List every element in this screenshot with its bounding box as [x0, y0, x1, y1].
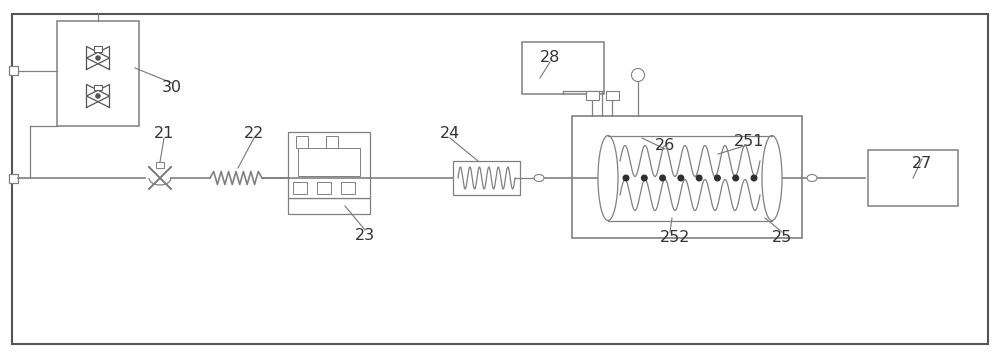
Text: 252: 252 — [660, 230, 690, 246]
Text: 28: 28 — [540, 51, 560, 66]
Bar — [868, 150, 958, 206]
Ellipse shape — [807, 174, 817, 182]
Bar — [326, 136, 338, 148]
Text: 22: 22 — [244, 126, 264, 141]
Ellipse shape — [534, 174, 544, 182]
Circle shape — [96, 94, 100, 98]
Bar — [296, 136, 308, 148]
Polygon shape — [149, 167, 171, 189]
Bar — [606, 91, 618, 100]
Circle shape — [678, 175, 684, 181]
Text: 251: 251 — [734, 135, 765, 150]
Text: 24: 24 — [440, 126, 460, 141]
Bar — [317, 182, 331, 194]
Bar — [522, 42, 604, 94]
Ellipse shape — [762, 136, 782, 220]
Text: 27: 27 — [912, 157, 932, 172]
Circle shape — [632, 68, 644, 82]
Bar — [9, 173, 18, 183]
Circle shape — [696, 175, 702, 181]
Text: 25: 25 — [772, 230, 792, 246]
Bar — [572, 116, 802, 238]
Bar — [57, 21, 139, 126]
Circle shape — [96, 56, 100, 60]
Bar — [293, 182, 307, 194]
Circle shape — [733, 175, 739, 181]
Circle shape — [660, 175, 665, 181]
Text: 23: 23 — [355, 229, 375, 244]
Bar — [288, 198, 370, 214]
Circle shape — [715, 175, 720, 181]
Bar — [94, 84, 102, 90]
Bar — [288, 132, 370, 198]
Text: 26: 26 — [655, 138, 675, 153]
Circle shape — [751, 175, 757, 181]
Bar — [9, 66, 18, 75]
Ellipse shape — [598, 136, 618, 220]
Text: 21: 21 — [154, 126, 174, 141]
Bar — [341, 182, 355, 194]
Circle shape — [641, 175, 647, 181]
Bar — [453, 161, 520, 195]
Bar — [298, 148, 360, 176]
Bar — [586, 91, 598, 100]
Bar — [94, 47, 102, 52]
Text: 30: 30 — [162, 80, 182, 95]
Circle shape — [623, 175, 629, 181]
Bar — [156, 162, 164, 168]
